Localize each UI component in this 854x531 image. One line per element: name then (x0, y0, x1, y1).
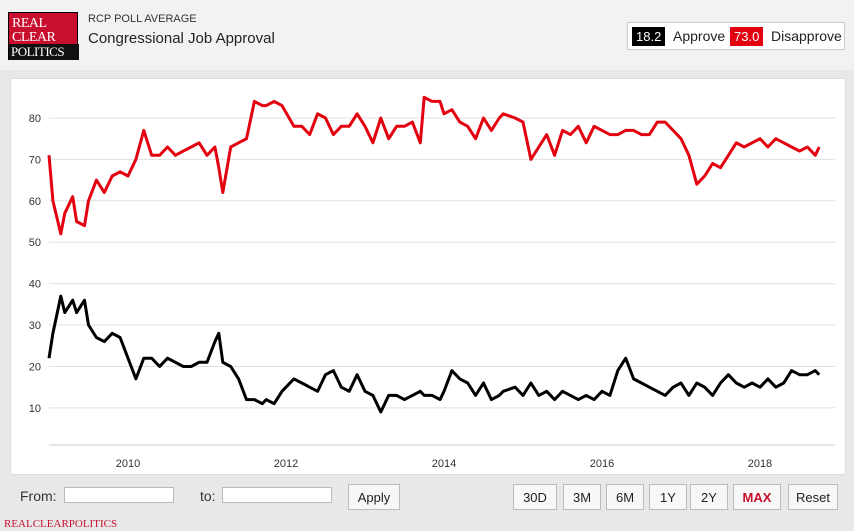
from-label: From: (20, 488, 57, 504)
x-tick-label: 2016 (590, 458, 614, 470)
y-tick-label: 50 (29, 237, 41, 249)
logo-line-2: CLEAR (12, 30, 56, 45)
range-controls: From: to: Apply 30D 3M 6M 1Y 2Y MAX Rese… (0, 480, 854, 518)
chart-title: Congressional Job Approval (88, 30, 275, 47)
y-tick-label: 20 (29, 361, 41, 373)
footer-brand: REALCLEARPOLITICS (4, 518, 118, 530)
rcp-logo[interactable]: REAL CLEAR POLITICS (8, 12, 79, 60)
apply-button[interactable]: Apply (348, 484, 400, 510)
disapprove-label: Disapprove (771, 28, 842, 44)
x-tick-label: 2012 (274, 458, 298, 470)
chart-subtitle: RCP POLL AVERAGE (88, 13, 197, 25)
y-tick-label: 60 (29, 196, 41, 208)
to-date-input[interactable] (222, 487, 332, 503)
range-6m-button[interactable]: 6M (606, 484, 644, 510)
range-max-button[interactable]: MAX (733, 484, 781, 510)
chart-header: REAL CLEAR POLITICS RCP POLL AVERAGE Con… (0, 0, 854, 70)
x-tick-label: 2018 (748, 458, 772, 470)
range-3m-button[interactable]: 3M (563, 484, 601, 510)
y-tick-label: 70 (29, 154, 41, 166)
reset-button[interactable]: Reset (788, 484, 838, 510)
logo-line-1: REAL (12, 16, 47, 31)
x-tick-label: 2014 (432, 458, 456, 470)
y-tick-label: 80 (29, 113, 41, 125)
plot-area: 10 20 30 40 50 60 70 80 2010 2012 2014 2016 2018 (10, 78, 846, 475)
y-tick-label: 40 (29, 279, 41, 291)
y-tick-label: 10 (29, 403, 41, 415)
logo-line-3: POLITICS (9, 44, 79, 60)
legend: 18.2 Approve 73.0 Disapprove (627, 22, 845, 50)
range-2y-button[interactable]: 2Y (690, 484, 728, 510)
disapprove-value-badge: 73.0 (730, 27, 764, 46)
line-chart[interactable]: 10 20 30 40 50 60 70 80 2010 2012 2014 2016 2018 (11, 79, 845, 474)
series-line-approve (47, 294, 821, 414)
range-1y-button[interactable]: 1Y (649, 484, 687, 510)
range-30d-button[interactable]: 30D (513, 484, 557, 510)
series-line-disapprove (47, 95, 821, 236)
to-label: to: (200, 488, 216, 504)
x-tick-label: 2010 (116, 458, 140, 470)
from-date-input[interactable] (64, 487, 174, 503)
approve-value-badge: 18.2 (632, 27, 666, 46)
y-tick-label: 30 (29, 320, 41, 332)
approve-label: Approve (673, 28, 726, 44)
